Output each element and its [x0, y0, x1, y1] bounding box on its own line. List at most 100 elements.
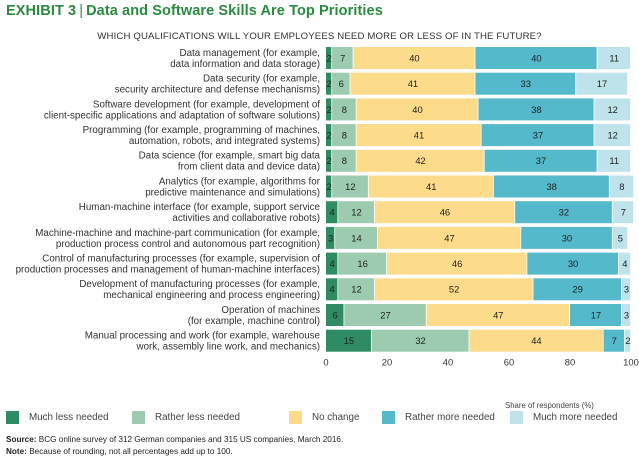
bar-segment: [326, 226, 335, 249]
data-label: 38: [546, 181, 556, 192]
bar-segment: [609, 175, 634, 198]
bar-segment: [326, 72, 332, 95]
data-label: 37: [536, 155, 546, 166]
data-label: 52: [449, 284, 459, 295]
data-label: 46: [440, 207, 450, 218]
bar-segment: [326, 149, 332, 172]
legend-swatch: [382, 411, 395, 424]
bar-segment: [326, 278, 338, 301]
category-label: Programming (for example, programming of…: [83, 125, 320, 147]
category-label-line: Manual processing and work (for example,…: [85, 331, 321, 342]
bar-segment: [597, 149, 631, 172]
x-tick-label: 100: [623, 356, 639, 367]
data-label: 42: [415, 155, 425, 166]
data-label: 40: [412, 104, 422, 115]
bar-segment: [475, 72, 576, 95]
bar-segment: [515, 201, 612, 224]
legend-label: Rather more needed: [405, 412, 495, 423]
category-label-line: Human-machine interface (for example, su…: [79, 202, 321, 213]
bar-segment: [612, 201, 634, 224]
category-label: Human-machine interface (for example, su…: [79, 202, 321, 224]
bar-segment: [326, 329, 371, 352]
data-label: 8: [342, 155, 347, 166]
bar-segment: [527, 252, 618, 275]
category-label: Manual processing and work (for example,…: [85, 331, 321, 353]
legend-item: Rather less needed: [132, 411, 240, 424]
title-separator: |: [79, 3, 84, 19]
data-label: 12: [607, 130, 617, 141]
exhibit-number: EXHIBIT 3: [6, 3, 77, 19]
bar-segment: [326, 304, 344, 326]
stacked-bar-chart: Data management (for example, data inform…: [16, 47, 639, 367]
data-label: 12: [345, 181, 355, 192]
legend-item: Much more needed: [510, 411, 617, 424]
bar-segment: [332, 124, 356, 147]
data-label: 7: [340, 52, 345, 63]
data-label: 4: [622, 258, 627, 269]
data-label: 40: [531, 52, 541, 63]
bar-segment: [521, 226, 612, 249]
bar-segment: [594, 124, 631, 147]
category-label-line: Operation of machines: [221, 305, 320, 316]
data-label: 4: [329, 207, 334, 218]
bar-segment: [356, 98, 478, 121]
legend-label: Rather less needed: [155, 412, 240, 423]
bar-segment: [371, 329, 469, 352]
bar-segment: [356, 149, 484, 172]
category-label-line: from client data and device data): [178, 162, 320, 173]
category-label-line: data information and data storage): [170, 59, 320, 70]
bar-segment: [350, 72, 475, 95]
category-label: Operation of machines (for example, machi…: [188, 305, 320, 327]
bar-segment: [326, 201, 338, 224]
category-label-line: Data management (for example,: [180, 48, 321, 59]
bar-segment: [356, 124, 481, 147]
data-label: 3: [624, 284, 629, 295]
data-label: 37: [533, 130, 543, 141]
bar-segment: [475, 47, 597, 69]
data-label: 17: [591, 309, 601, 320]
data-label: 32: [559, 207, 569, 218]
data-label: 6: [333, 309, 338, 320]
data-label: 2: [326, 130, 331, 141]
data-label: 7: [612, 335, 617, 346]
bar-segment: [332, 72, 350, 95]
legend-item: Much less needed: [6, 411, 109, 424]
bar-segment: [387, 252, 527, 275]
data-label: 4: [329, 284, 334, 295]
x-tick-label: 80: [565, 356, 575, 367]
legend-swatch: [132, 411, 145, 424]
note-text: Because of rounding, not all percentages…: [29, 446, 233, 456]
legend-label: Much more needed: [533, 412, 618, 423]
bar-segment: [353, 47, 475, 69]
data-label: 30: [568, 258, 578, 269]
data-label: 8: [619, 181, 624, 192]
category-label-line: activities and collaborative robots): [172, 213, 320, 224]
bar-segment: [481, 124, 594, 147]
bar-segment: [478, 98, 594, 121]
category-label-line: Programming (for example, programming of…: [83, 125, 320, 136]
bar-segment: [374, 278, 533, 301]
bar-segment: [332, 175, 368, 198]
data-label: 12: [351, 284, 361, 295]
source-line: Source: BCG online survey of 312 German …: [6, 434, 343, 446]
category-label-line: production process control and autonomou…: [56, 239, 320, 250]
data-label: 47: [444, 232, 454, 243]
category-label: Development of manufacturing processes (…: [79, 279, 320, 301]
data-label: 6: [339, 78, 344, 89]
title-text: Data and Software Skills Are Top Priorit…: [86, 3, 383, 19]
bar-segment: [374, 201, 515, 224]
bar-segment: [603, 329, 625, 352]
legend: Much less needed Rather less needed No cha…: [6, 411, 639, 425]
category-label-line: Control of manufacturing processes (for …: [42, 254, 320, 265]
category-label: Data management (for example, data inform…: [170, 48, 320, 70]
chart-subtitle: WHICH QUALIFICATIONS WILL YOUR EMPLOYEES…: [97, 31, 542, 42]
bar-segment: [594, 98, 631, 121]
category-label: Machine-machine and machine-part communi…: [35, 228, 320, 250]
category-label-line: work, assembly line work, and mechanics): [136, 342, 321, 353]
bar-segment: [377, 226, 521, 249]
source-label: Source:: [6, 435, 37, 444]
bar-segment: [576, 72, 628, 95]
category-label: Software development (for example, devel…: [44, 99, 320, 121]
category-label-line: security architecture and defense mechan…: [115, 85, 320, 96]
data-label: 2: [326, 104, 331, 115]
